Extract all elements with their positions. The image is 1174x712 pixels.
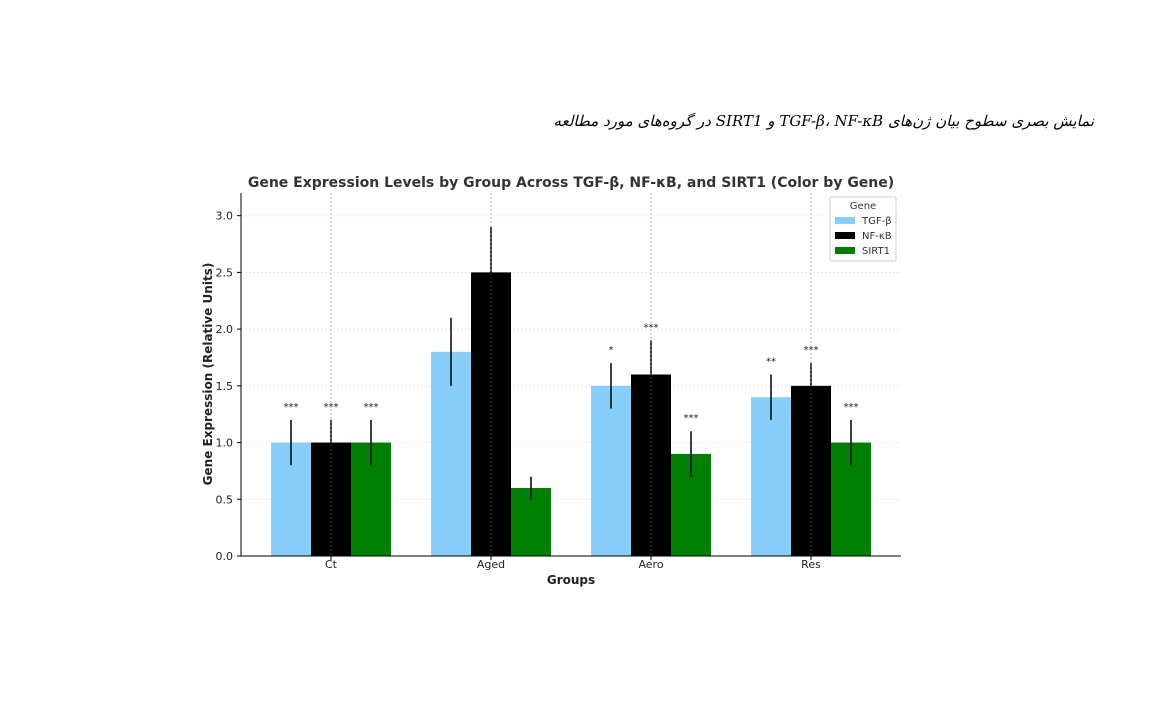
significance-label: ** <box>766 357 776 368</box>
y-tick-label: 2.5 <box>216 266 234 279</box>
figure-caption: نمایش بصری سطوح بیان ژن‌های TGF-β، NF-κB… <box>553 112 1094 130</box>
x-tick-label: Res <box>801 558 821 571</box>
bar <box>591 385 631 556</box>
x-tick-label: Aged <box>477 558 505 571</box>
y-tick-label: 2.0 <box>216 323 234 336</box>
y-tick-label: 0.5 <box>216 493 234 506</box>
significance-label: * <box>609 345 614 356</box>
y-tick-label: 3.0 <box>216 210 234 223</box>
y-axis-title: Gene Expression (Relative Units) <box>201 263 215 486</box>
x-tick-label: Aero <box>638 558 663 571</box>
significance-label: *** <box>324 402 339 413</box>
axes-layer: 0.0 0.5 1.0 1.5 2.0 2.5 3.0 Ct Aged Aero Res <box>216 193 901 571</box>
chart-title: Gene Expression Levels by Group Across T… <box>248 175 894 191</box>
legend-title: Gene <box>850 201 876 212</box>
bar <box>791 385 831 556</box>
y-tick-label: 1.5 <box>216 380 234 393</box>
x-tick-label: Ct <box>325 558 338 571</box>
significance-label: *** <box>364 402 379 413</box>
legend-entry: TGF-β <box>861 216 892 227</box>
legend-entry: NF-κB <box>862 231 892 242</box>
significance-label: *** <box>844 402 859 413</box>
legend-swatch <box>835 232 855 239</box>
y-tick-label: 0.0 <box>216 550 234 563</box>
significance-label: *** <box>804 345 819 356</box>
legend-entry: SIRT1 <box>862 246 890 257</box>
legend-swatch <box>835 247 855 254</box>
bar <box>751 397 791 556</box>
significance-label: *** <box>644 322 659 333</box>
x-axis-title: Groups <box>547 573 595 587</box>
legend-swatch <box>835 217 855 224</box>
legend-box <box>829 196 897 262</box>
y-tick-label: 1.0 <box>216 437 234 450</box>
significance-label: *** <box>284 402 299 413</box>
bar <box>471 272 511 556</box>
significance-label: *** <box>684 413 699 424</box>
bars-layer: ************************ <box>271 193 871 556</box>
legend: Gene TGF-β NF-κB SIRT1 <box>829 196 897 262</box>
